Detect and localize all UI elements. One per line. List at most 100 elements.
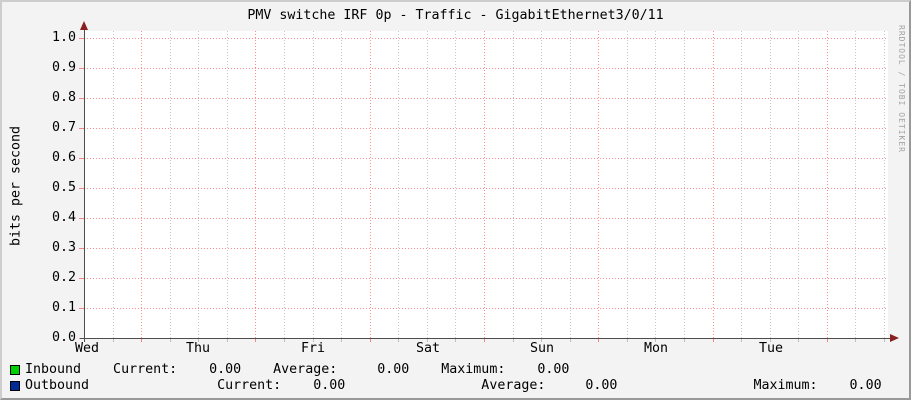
x-tick-label: Sat <box>415 341 441 356</box>
x-minor-gridline <box>655 31 656 338</box>
x-tick <box>484 339 485 342</box>
x-tick <box>513 339 514 342</box>
x-minor-gridline <box>741 31 742 338</box>
y-gridline <box>84 38 888 39</box>
y-tick <box>79 278 84 279</box>
x-major-gridline <box>370 31 371 338</box>
y-tick-label: 0.2 <box>51 270 76 285</box>
y-gridline <box>84 218 888 219</box>
x-tick <box>798 339 799 342</box>
x-axis-line <box>80 338 890 339</box>
x-minor-gridline <box>341 31 342 338</box>
x-tick-label: Sun <box>529 341 555 356</box>
x-minor-gridline <box>798 31 799 338</box>
x-tick <box>598 339 599 342</box>
x-tick <box>370 339 371 342</box>
x-tick <box>113 339 114 342</box>
y-tick <box>79 38 84 39</box>
x-major-gridline <box>141 31 142 338</box>
x-tick-label: Fri <box>300 341 326 356</box>
x-tick <box>170 339 171 342</box>
y-tick-label: 0.4 <box>51 210 76 225</box>
x-tick <box>313 339 314 342</box>
outbound-color-swatch <box>10 381 20 391</box>
y-gridline <box>84 278 888 279</box>
y-gridline <box>84 158 888 159</box>
y-tick-label: 0.7 <box>51 120 76 135</box>
x-minor-gridline <box>198 31 199 338</box>
x-tick <box>684 339 685 342</box>
x-major-gridline <box>598 31 599 338</box>
y-tick-label: 0.5 <box>51 180 76 195</box>
x-tick <box>855 339 856 342</box>
x-minor-gridline <box>170 31 171 338</box>
legend-row-inbound: Inbound Current: 0.00 Average: 0.00 Maxi… <box>10 363 569 377</box>
x-major-gridline <box>255 31 256 338</box>
legend-row-outbound: Outbound Current: 0.00 Average: 0.00 Max… <box>10 379 882 393</box>
x-major-gridline <box>827 31 828 338</box>
x-minor-gridline <box>627 31 628 338</box>
y-tick-label: 0.8 <box>51 90 76 105</box>
y-tick <box>79 128 84 129</box>
x-tick <box>227 339 228 342</box>
inbound-legend-text: Inbound Current: 0.00 Average: 0.00 Maxi… <box>25 362 570 377</box>
y-tick <box>79 68 84 69</box>
x-tick <box>455 339 456 342</box>
x-minor-gridline <box>770 31 771 338</box>
y-tick-label: 0.1 <box>51 300 76 315</box>
y-tick <box>79 158 84 159</box>
x-tick <box>884 339 885 342</box>
y-gridline <box>84 248 888 249</box>
y-tick-label: 0.3 <box>51 240 76 255</box>
y-tick-label: 0.6 <box>51 150 76 165</box>
x-axis-arrow <box>890 334 899 342</box>
x-tick <box>255 339 256 342</box>
x-tick <box>427 339 428 342</box>
x-minor-gridline <box>570 31 571 338</box>
x-minor-gridline <box>684 31 685 338</box>
x-tick <box>655 339 656 342</box>
x-minor-gridline <box>455 31 456 338</box>
y-tick-label: 0.9 <box>51 60 76 75</box>
x-tick <box>770 339 771 342</box>
x-minor-gridline <box>313 31 314 338</box>
x-minor-gridline <box>513 31 514 338</box>
x-tick <box>284 339 285 342</box>
x-minor-gridline <box>855 31 856 338</box>
x-major-gridline <box>713 31 714 338</box>
y-tick <box>79 98 84 99</box>
x-tick <box>627 339 628 342</box>
graph-title: PMV switche IRF 0p - Traffic - GigabitEt… <box>247 8 664 23</box>
x-tick <box>541 339 542 342</box>
y-axis-line <box>84 29 85 342</box>
y-axis-label: bits per second <box>8 125 24 247</box>
y-gridline <box>84 68 888 69</box>
x-tick <box>827 339 828 342</box>
chart-canvas <box>84 31 888 338</box>
x-minor-gridline <box>427 31 428 338</box>
x-minor-gridline <box>284 31 285 338</box>
x-tick <box>713 339 714 342</box>
y-tick-label: 1.0 <box>51 30 76 45</box>
y-axis-arrow <box>80 21 88 30</box>
y-gridline <box>84 188 888 189</box>
rrdtool-watermark: RRDTOOL / TOBI OETIKER <box>897 25 906 153</box>
y-tick <box>79 218 84 219</box>
y-tick <box>79 248 84 249</box>
x-tick <box>741 339 742 342</box>
outbound-legend-text: Outbound Current: 0.00 Average: 0.00 Max… <box>25 378 882 393</box>
x-tick <box>198 339 199 342</box>
x-minor-gridline <box>227 31 228 338</box>
x-major-gridline <box>484 31 485 338</box>
y-gridline <box>84 308 888 309</box>
y-tick-label: 0.0 <box>51 330 76 345</box>
y-gridline <box>84 98 888 99</box>
x-tick-label: Tue <box>758 341 784 356</box>
y-gridline <box>84 128 888 129</box>
y-tick <box>79 188 84 189</box>
x-tick-label: Wed <box>74 341 100 356</box>
x-tick <box>141 339 142 342</box>
x-minor-gridline <box>541 31 542 338</box>
x-minor-gridline <box>884 31 885 338</box>
